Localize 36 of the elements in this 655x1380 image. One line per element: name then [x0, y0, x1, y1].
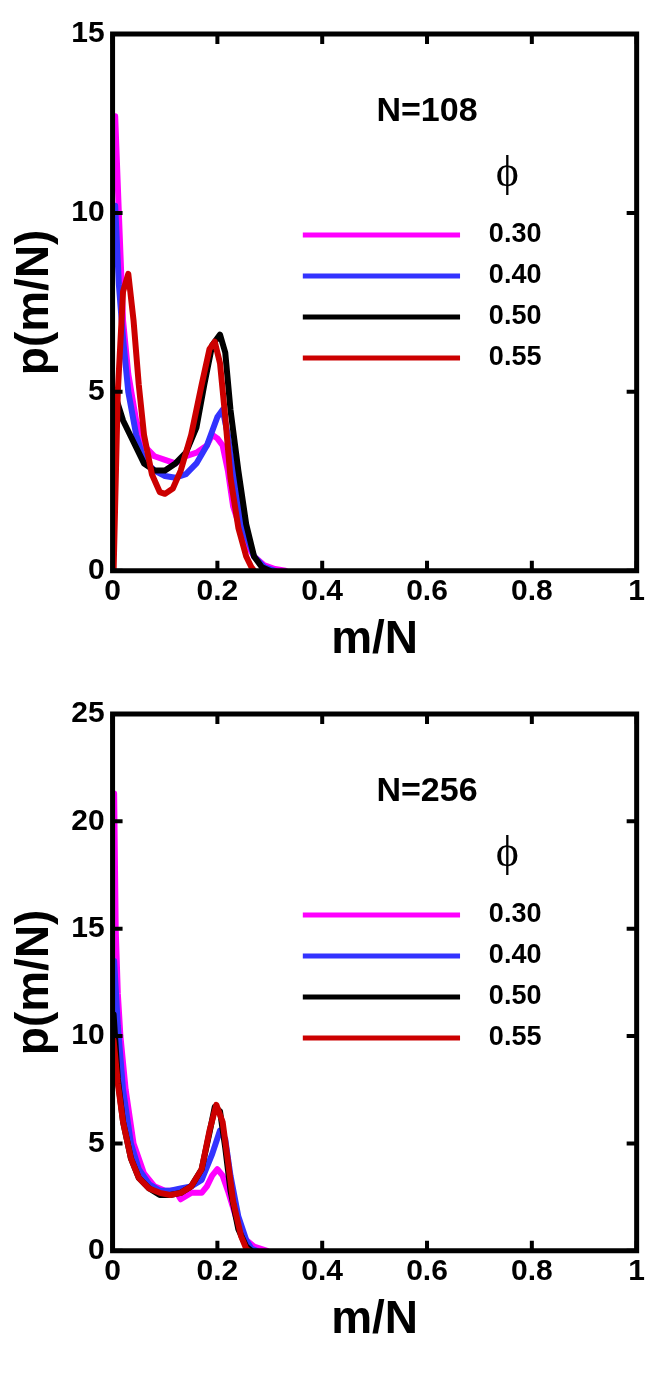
text: 0.40 — [488, 259, 542, 290]
text: 0.40 — [488, 939, 542, 970]
legend-title: ϕ — [495, 146, 519, 196]
x-tick-label: 0.2 — [196, 1253, 239, 1287]
legend-title: ϕ — [495, 826, 519, 876]
y-tick-label: 10 — [71, 194, 105, 228]
text: 0.50 — [488, 980, 542, 1011]
x-axis-title: m/N — [331, 1291, 419, 1344]
y-tick-label: 5 — [87, 373, 105, 407]
x-tick-label: 1 — [628, 573, 645, 607]
y-tick-label: 5 — [87, 1124, 105, 1158]
x-tick-label: 0.4 — [301, 573, 344, 607]
x-tick-label: 1 — [628, 1253, 645, 1287]
y-tick-label: 0 — [87, 1232, 105, 1266]
y-axis-title: p(m/N) — [6, 229, 59, 376]
annotation: N=256 — [376, 770, 478, 809]
x-tick-label: 0.8 — [510, 573, 553, 607]
y-tick-label: 0 — [87, 552, 105, 586]
x-tick-label: 0.6 — [406, 1253, 448, 1287]
text: 0.30 — [488, 898, 542, 929]
y-tick-label: 20 — [71, 802, 105, 836]
text: 0.55 — [488, 1021, 542, 1052]
text: 0.30 — [488, 218, 542, 249]
y-tick-label: 15 — [71, 15, 105, 49]
x-axis-title: m/N — [331, 611, 419, 664]
annotation: N=108 — [376, 90, 478, 129]
y-tick-label: 10 — [71, 1017, 105, 1051]
x-tick-label: 0.4 — [301, 1253, 344, 1287]
text: 0.50 — [488, 300, 542, 331]
y-tick-label: 15 — [71, 909, 105, 943]
x-tick-label: 0.8 — [510, 1253, 553, 1287]
text: 0.55 — [488, 341, 542, 372]
x-tick-label: 0.2 — [196, 573, 239, 607]
y-axis-title: p(m/N) — [6, 909, 59, 1056]
y-tick-label: 25 — [71, 695, 105, 729]
x-tick-label: 0.6 — [406, 573, 448, 607]
